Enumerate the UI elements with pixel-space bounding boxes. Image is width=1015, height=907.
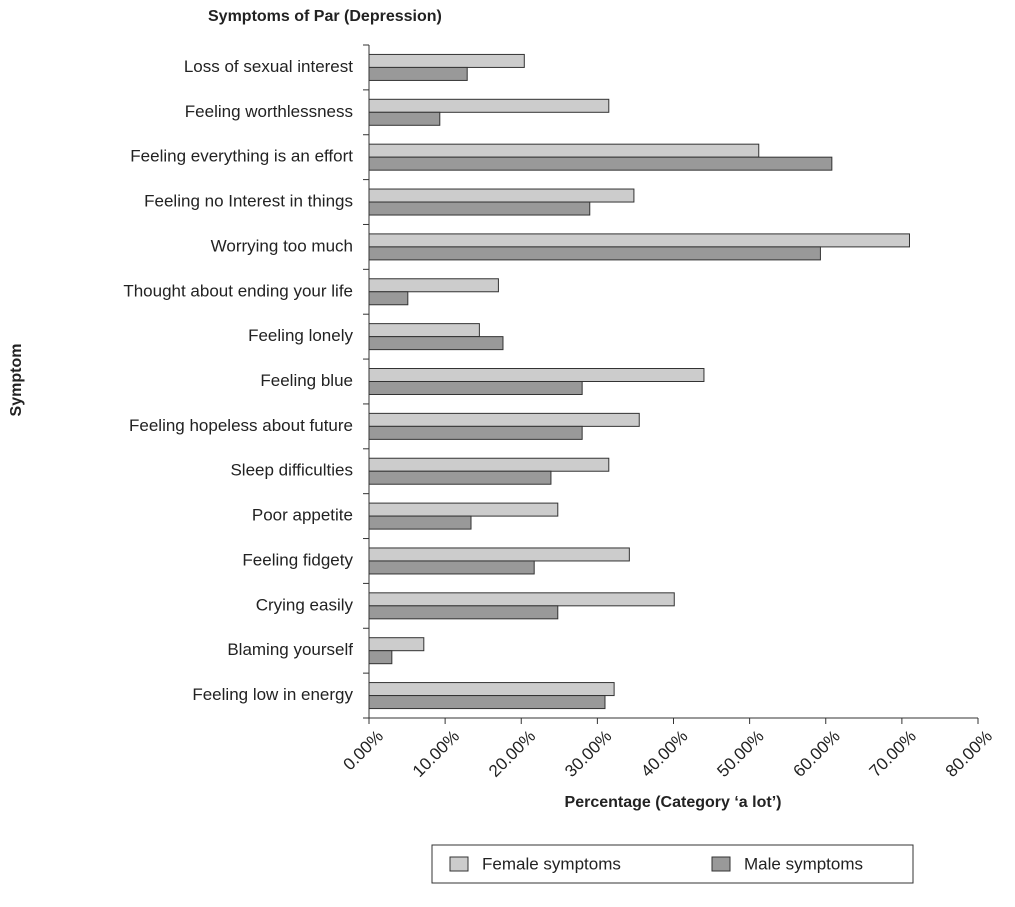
bar (368, 143, 760, 158)
bar (368, 323, 480, 338)
bar (368, 201, 591, 216)
bar (368, 188, 635, 203)
legend-swatch (449, 856, 469, 872)
y-tick-label: Feeling worthlessness (185, 102, 353, 121)
bar (368, 502, 559, 517)
bar (368, 278, 499, 293)
bar (368, 336, 504, 351)
legend-swatch (711, 856, 731, 872)
bar (368, 425, 583, 440)
bar (368, 605, 559, 620)
bar (368, 682, 615, 697)
x-tick-label: 50.00% (713, 727, 767, 781)
bar (368, 637, 425, 652)
bar (368, 368, 705, 382)
bar (368, 650, 393, 665)
bar (368, 515, 472, 530)
y-axis-title: Symptom (8, 344, 25, 417)
x-tick-label: 40.00% (637, 727, 691, 781)
y-tick-label: Feeling everything is an effort (130, 147, 353, 166)
y-tick-label: Feeling blue (260, 371, 353, 390)
y-tick-label: Feeling fidgety (242, 550, 353, 569)
bar (368, 246, 821, 261)
x-tick-label: 20.00% (485, 727, 539, 781)
y-tick-label: Feeling hopeless about future (129, 416, 353, 435)
y-tick-label: Loss of sexual interest (184, 57, 353, 76)
legend-label: Male symptoms (744, 854, 863, 873)
bar (368, 66, 468, 81)
chart-title: Symptoms of Par (Depression) (208, 8, 442, 25)
bar (368, 470, 552, 485)
bar (368, 156, 833, 171)
x-tick-label: 80.00% (942, 727, 996, 781)
bar (368, 381, 583, 395)
y-tick-label: Feeling no Interest in things (144, 192, 353, 211)
bar (368, 412, 640, 427)
y-tick-label: Blaming yourself (227, 640, 353, 659)
y-tick-label: Poor appetite (252, 506, 353, 525)
y-tick-label: Sleep difficulties (230, 461, 353, 480)
bar (368, 547, 630, 562)
bar (368, 560, 535, 575)
y-tick-label: Thought about ending your life (123, 281, 353, 300)
bar (368, 695, 606, 710)
x-axis-title: Percentage (Category ‘a lot’) (565, 794, 782, 811)
bar (368, 291, 409, 306)
legend-box (431, 844, 914, 884)
bar (368, 53, 525, 68)
x-tick-label: 0.00% (339, 727, 387, 775)
y-tick-label: Worrying too much (211, 236, 353, 255)
x-tick-label: 60.00% (790, 727, 844, 781)
bar (368, 592, 675, 607)
x-tick-label: 10.00% (409, 727, 463, 781)
x-tick-label: 70.00% (866, 727, 920, 781)
legend-label: Female symptoms (482, 854, 621, 873)
y-tick-label: Feeling lonely (248, 326, 353, 345)
y-tick-label: Feeling low in energy (192, 685, 353, 704)
bar (368, 111, 441, 126)
y-tick-label: Crying easily (256, 595, 354, 614)
bar (368, 98, 610, 113)
bar (368, 233, 910, 248)
x-tick-label: 30.00% (561, 727, 615, 781)
bar (368, 457, 610, 472)
